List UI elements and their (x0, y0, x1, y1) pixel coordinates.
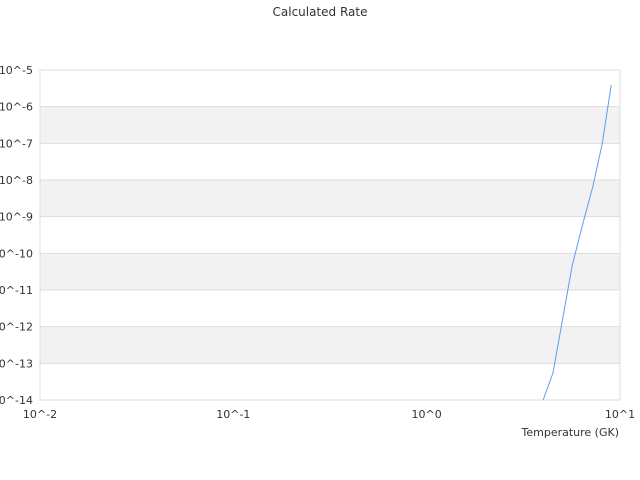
y-tick-label: 10^-7 (0, 137, 33, 150)
series-line (542, 84, 612, 401)
plot-band (40, 253, 620, 290)
y-tick-label: 10^-12 (0, 321, 33, 334)
plot-band (40, 326, 620, 364)
y-tick-label: 10^-11 (0, 284, 33, 297)
plot-bands (40, 106, 620, 364)
x-tick-label: 10^-1 (216, 408, 250, 421)
y-tick-label: 10^-6 (0, 101, 33, 114)
y-tick-label: 10^-5 (0, 64, 33, 77)
plot-band (40, 106, 620, 144)
plot-frame (39, 69, 621, 401)
y-tick-label: 10^-8 (0, 174, 33, 187)
x-axis-ticks: 10^-2 10^-1 10^0 10^1 (23, 408, 635, 421)
y-axis-ticks: 10^-5 10^-6 10^-7 10^-8 10^-9 10^-10 10^-11 10^… (0, 64, 33, 407)
x-axis-label: Temperature (GK) (521, 426, 620, 439)
y-tick-label: 10^-9 (0, 211, 33, 224)
y-tick-label: 10^-10 (0, 247, 33, 260)
chart-title: Calculated Rate (273, 5, 368, 19)
series-group (542, 84, 612, 401)
y-tick-label: 10^-13 (0, 357, 33, 370)
x-tick-label: 10^0 (412, 408, 442, 421)
plot-band (40, 180, 620, 217)
x-tick-label: 10^-2 (23, 408, 57, 421)
x-tick-label: 10^1 (605, 408, 635, 421)
y-tick-label: 10^-14 (0, 394, 33, 407)
grid-lines (40, 106, 620, 364)
